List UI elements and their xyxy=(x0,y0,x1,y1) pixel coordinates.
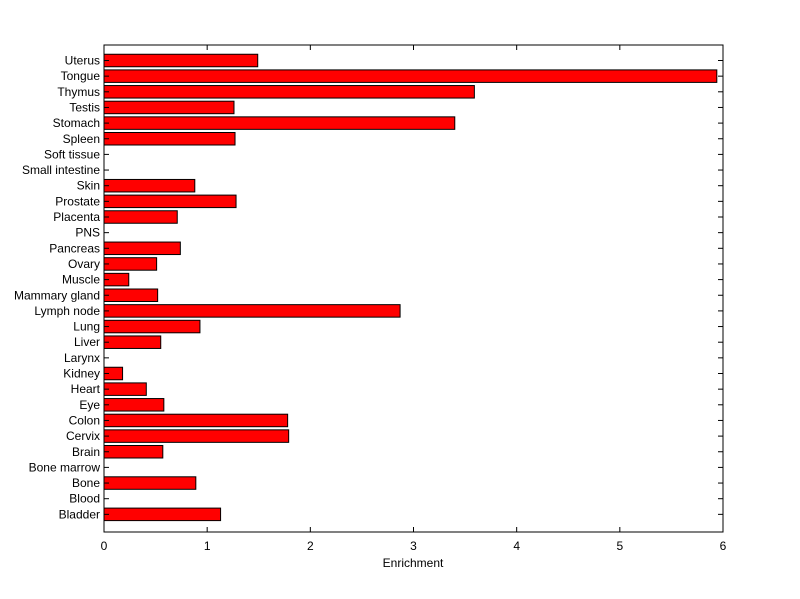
bar xyxy=(103,288,159,302)
bar xyxy=(103,85,475,99)
y-tick-label: Liver xyxy=(74,335,100,349)
bar xyxy=(103,413,289,428)
x-tick-label: 3 xyxy=(410,539,417,553)
x-tick-label: 6 xyxy=(720,539,727,553)
y-tick-label: Skin xyxy=(77,179,100,193)
y-tick-label: Stomach xyxy=(53,116,100,130)
y-tick-label: Muscle xyxy=(62,273,100,287)
y-tick-label: PNS xyxy=(75,226,100,240)
y-tick-label: Bone marrow xyxy=(29,460,101,474)
bar xyxy=(103,194,237,209)
y-tick-label: Heart xyxy=(71,382,101,396)
y-tick-label: Tongue xyxy=(61,69,101,83)
x-axis-label: Enrichment xyxy=(383,556,444,570)
y-tick-label: Prostate xyxy=(55,194,100,208)
bar xyxy=(103,241,181,256)
y-tick-label: Brain xyxy=(72,445,100,459)
bar xyxy=(103,319,201,334)
x-tick-label: 1 xyxy=(204,539,211,553)
bars-group xyxy=(103,53,718,522)
x-tick-label: 0 xyxy=(101,539,108,553)
y-tick-label: Pancreas xyxy=(49,241,100,255)
bar xyxy=(103,178,196,193)
x-tick-label: 5 xyxy=(616,539,623,553)
bar xyxy=(103,53,259,68)
y-tick-label: Eye xyxy=(79,398,100,412)
y-tick-label: Bladder xyxy=(59,507,100,521)
x-ticks-group: 0 1 2 3 4 5 6 xyxy=(101,45,727,553)
y-tick-label: Kidney xyxy=(63,367,100,381)
y-tick-label: Placenta xyxy=(53,210,100,224)
bar xyxy=(103,445,164,459)
bar xyxy=(103,100,235,115)
y-tick-label: Small intestine xyxy=(22,163,100,177)
bar xyxy=(103,398,165,412)
y-tick-label: Cervix xyxy=(66,429,100,443)
y-tick-label: Thymus xyxy=(57,85,100,99)
y-tick-label: Blood xyxy=(69,492,100,506)
bar xyxy=(103,476,197,490)
y-tick-label: Larynx xyxy=(64,351,100,365)
bar xyxy=(103,304,401,318)
bar xyxy=(103,132,236,146)
bar xyxy=(103,116,456,130)
bar xyxy=(103,257,158,271)
y-tick-label: Bone xyxy=(72,476,100,490)
bar xyxy=(103,69,718,83)
x-tick-label: 4 xyxy=(513,539,520,553)
bar xyxy=(103,382,147,396)
y-tick-label: Lung xyxy=(73,320,100,334)
bar xyxy=(103,429,290,443)
x-tick-label: 2 xyxy=(307,539,314,553)
y-tick-label: Uterus xyxy=(65,54,100,68)
y-tick-label: Testis xyxy=(69,100,100,114)
bar xyxy=(103,210,178,224)
bar xyxy=(103,335,162,349)
y-tick-label: Spleen xyxy=(63,132,100,146)
y-tick-label: Ovary xyxy=(68,257,100,271)
y-tick-label: Soft tissue xyxy=(44,147,100,161)
y-tick-label: Mammary gland xyxy=(14,288,100,302)
y-tick-label: Lymph node xyxy=(34,304,100,318)
bar xyxy=(103,507,222,522)
y-tick-label: Colon xyxy=(69,413,100,427)
